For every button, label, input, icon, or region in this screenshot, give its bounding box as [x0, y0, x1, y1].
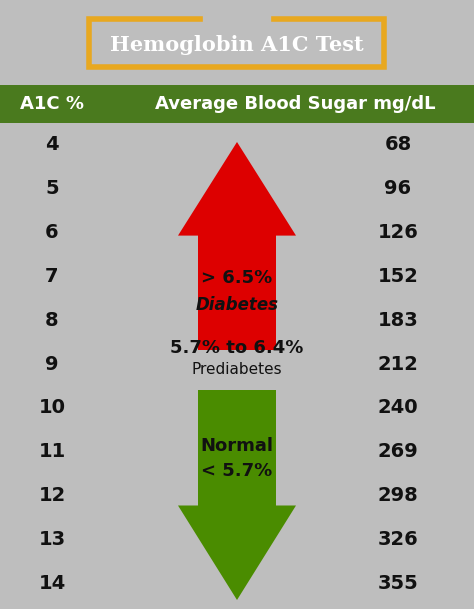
Text: 326: 326	[378, 530, 419, 549]
Text: 298: 298	[378, 486, 419, 505]
Bar	[0, 85, 474, 123]
Text: 68: 68	[384, 135, 411, 155]
Text: 12: 12	[38, 486, 65, 505]
Text: 96: 96	[384, 179, 411, 198]
Text: 4: 4	[45, 135, 59, 155]
Text: 5.7% to 6.4%: 5.7% to 6.4%	[170, 339, 304, 357]
Text: 269: 269	[378, 442, 419, 461]
Text: 212: 212	[378, 354, 419, 373]
Text: 7: 7	[45, 267, 59, 286]
Text: 5: 5	[45, 179, 59, 198]
Text: Hemoglobin A1C Test: Hemoglobin A1C Test	[110, 35, 364, 55]
Bar	[90, 19, 384, 67]
Text: 355: 355	[378, 574, 419, 593]
Text: Diabetes: Diabetes	[195, 296, 279, 314]
Text: A1C %: A1C %	[20, 95, 84, 113]
Text: 152: 152	[378, 267, 419, 286]
Text: 9: 9	[45, 354, 59, 373]
Text: < 5.7%: < 5.7%	[201, 462, 273, 480]
Text: Normal: Normal	[201, 437, 273, 455]
Text: 6: 6	[45, 223, 59, 242]
Text: > 6.5%: > 6.5%	[201, 269, 273, 287]
Text: 8: 8	[45, 311, 59, 329]
Text: 11: 11	[38, 442, 65, 461]
Text: 14: 14	[38, 574, 65, 593]
Text: 13: 13	[38, 530, 65, 549]
Text: 10: 10	[38, 398, 65, 417]
Polygon shape	[178, 142, 296, 350]
Text: Average Blood Sugar mg/dL: Average Blood Sugar mg/dL	[155, 95, 435, 113]
Text: 183: 183	[378, 311, 419, 329]
Text: Prediabetes: Prediabetes	[191, 362, 283, 378]
Text: 240: 240	[378, 398, 419, 417]
Text: 126: 126	[378, 223, 419, 242]
Polygon shape	[178, 390, 296, 600]
